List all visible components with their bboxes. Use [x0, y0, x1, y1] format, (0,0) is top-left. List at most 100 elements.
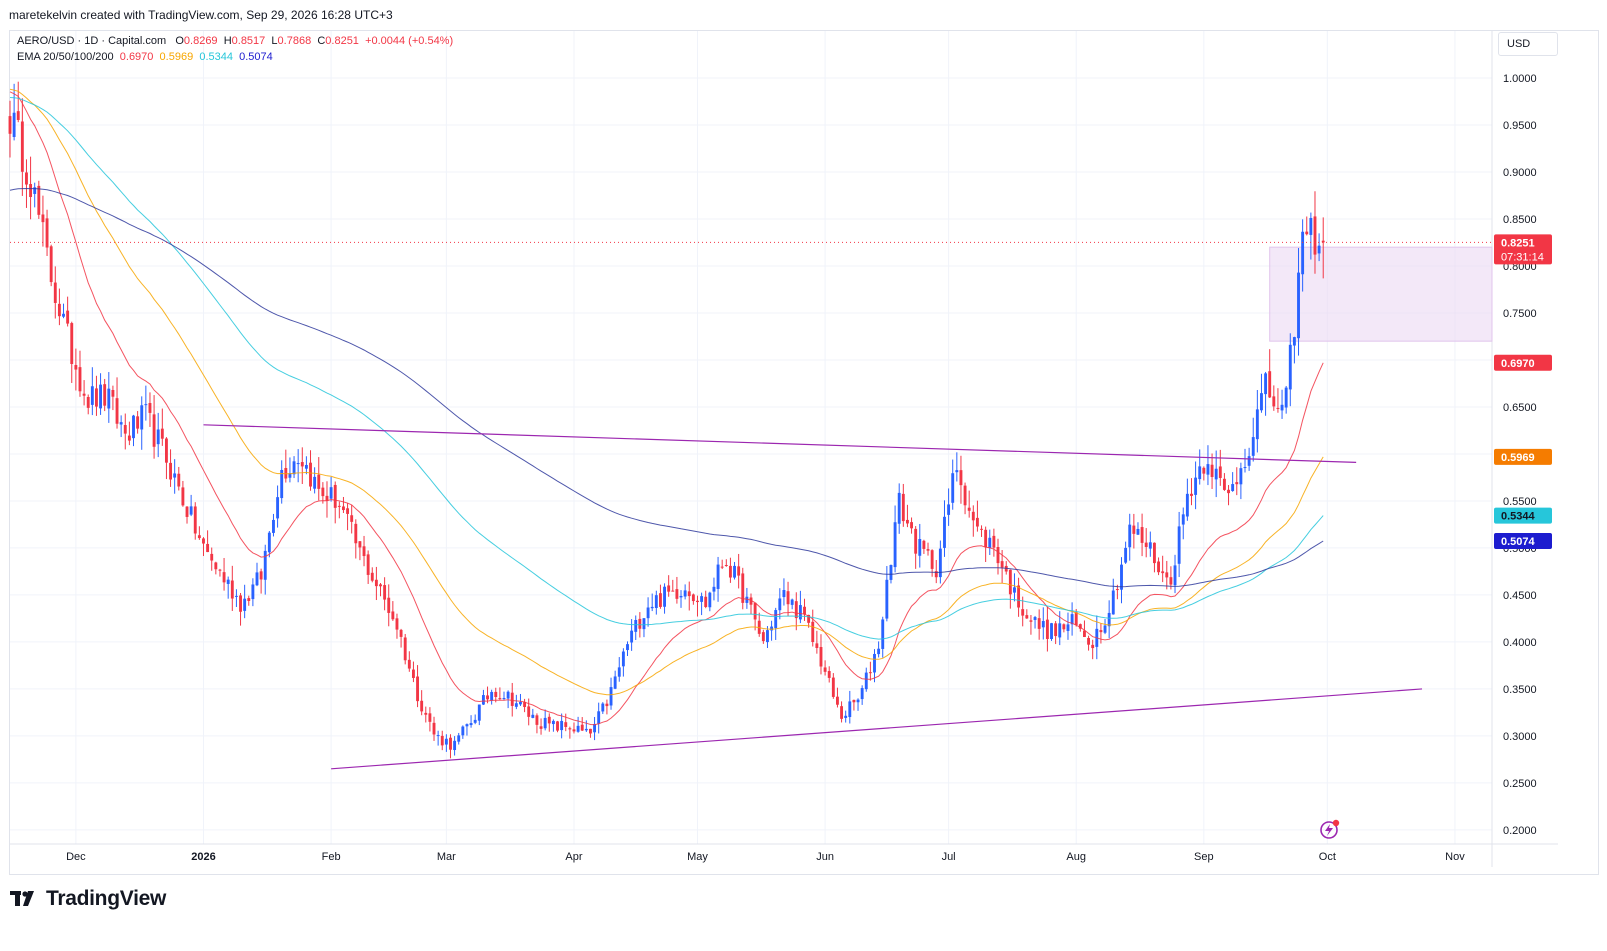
candle-body[interactable]	[844, 715, 848, 718]
candle-body[interactable]	[477, 704, 481, 721]
candle-body[interactable]	[403, 637, 407, 661]
candle-body[interactable]	[519, 701, 522, 705]
candle-body[interactable]	[193, 506, 197, 534]
candle-body[interactable]	[1206, 464, 1210, 475]
candle-body[interactable]	[239, 595, 242, 612]
candle-body[interactable]	[658, 593, 662, 607]
candle-body[interactable]	[831, 677, 835, 697]
candle-body[interactable]	[984, 529, 988, 548]
ema200-line[interactable]	[9, 187, 1324, 588]
candle-body[interactable]	[29, 184, 33, 198]
candle-body[interactable]	[362, 546, 366, 557]
candle-body[interactable]	[815, 643, 819, 649]
candle-body[interactable]	[379, 584, 382, 587]
symbol-label[interactable]: AERO/USD · 1D · Capital.com	[17, 35, 167, 47]
candle-body[interactable]	[864, 672, 868, 690]
candle-body[interactable]	[934, 571, 938, 578]
candle-body[interactable]	[197, 535, 201, 539]
candle-body[interactable]	[856, 699, 860, 703]
candle-body[interactable]	[1177, 526, 1181, 564]
candle-body[interactable]	[296, 463, 300, 465]
candle-body[interactable]	[86, 396, 90, 408]
candle-body[interactable]	[1152, 542, 1156, 564]
candle-body[interactable]	[1255, 409, 1259, 440]
candle-body[interactable]	[420, 700, 424, 712]
candle-body[interactable]	[304, 464, 308, 469]
candle-body[interactable]	[8, 116, 12, 134]
candle-body[interactable]	[181, 487, 185, 506]
candle-body[interactable]	[646, 607, 650, 619]
candle-body[interactable]	[354, 523, 358, 544]
candle-body[interactable]	[1173, 565, 1177, 586]
candle-body[interactable]	[786, 591, 790, 605]
candle-body[interactable]	[663, 586, 666, 607]
candle-body[interactable]	[321, 487, 325, 497]
candle-body[interactable]	[1025, 615, 1029, 619]
candle-body[interactable]	[1120, 564, 1123, 590]
candle-body[interactable]	[453, 740, 457, 751]
candle-body[interactable]	[1074, 612, 1078, 626]
candle-body[interactable]	[132, 415, 135, 439]
candle-body[interactable]	[1062, 624, 1066, 630]
candle-body[interactable]	[99, 384, 103, 409]
candle-body[interactable]	[53, 282, 57, 303]
candle-body[interactable]	[613, 676, 617, 689]
candle-body[interactable]	[461, 726, 465, 736]
support-trendline[interactable]	[331, 688, 1423, 770]
candle-body[interactable]	[33, 187, 37, 194]
candle-body[interactable]	[300, 462, 304, 467]
candle-body[interactable]	[889, 565, 893, 580]
candle-body[interactable]	[671, 590, 675, 592]
candle-body[interactable]	[1280, 404, 1284, 411]
candle-body[interactable]	[539, 726, 543, 729]
currency-button[interactable]: USD	[1498, 32, 1558, 56]
candle-body[interactable]	[1029, 620, 1033, 622]
candle-body[interactable]	[749, 597, 753, 605]
candle-body[interactable]	[1041, 621, 1045, 628]
candle-body[interactable]	[214, 562, 218, 570]
candle-body[interactable]	[704, 596, 708, 607]
candle-body[interactable]	[292, 461, 296, 475]
candle-body[interactable]	[1132, 525, 1136, 534]
candle-body[interactable]	[741, 573, 745, 603]
candle-body[interactable]	[605, 703, 609, 707]
candle-body[interactable]	[1185, 493, 1189, 517]
candle-body[interactable]	[280, 469, 284, 499]
candle-body[interactable]	[523, 702, 527, 708]
candle-body[interactable]	[169, 462, 172, 480]
candle-body[interactable]	[218, 569, 222, 571]
candle-body[interactable]	[465, 724, 469, 727]
candle-body[interactable]	[333, 484, 337, 508]
candle-body[interactable]	[560, 720, 564, 731]
candle-body[interactable]	[1194, 477, 1198, 495]
candle-body[interactable]	[1037, 618, 1041, 629]
candle-body[interactable]	[449, 737, 452, 750]
candle-body[interactable]	[440, 735, 444, 746]
candle-body[interactable]	[1017, 585, 1021, 608]
candle-body[interactable]	[774, 610, 778, 629]
candle-body[interactable]	[609, 687, 613, 706]
candle-body[interactable]	[115, 398, 119, 424]
candle-body[interactable]	[564, 722, 568, 727]
candle-body[interactable]	[272, 519, 275, 533]
candle-body[interactable]	[234, 595, 238, 597]
candle-body[interactable]	[1251, 437, 1255, 456]
candle-body[interactable]	[753, 602, 757, 620]
candle-body[interactable]	[1021, 609, 1025, 616]
candle-body[interactable]	[411, 669, 415, 678]
candle-body[interactable]	[807, 614, 811, 623]
candle-body[interactable]	[416, 676, 419, 702]
candle-body[interactable]	[74, 365, 78, 370]
ema100-line[interactable]	[9, 97, 1324, 640]
candle-body[interactable]	[45, 218, 49, 248]
candle-body[interactable]	[593, 723, 597, 733]
candle-body[interactable]	[251, 584, 255, 600]
candle-body[interactable]	[893, 522, 897, 568]
candle-body[interactable]	[905, 519, 909, 524]
highlight-zone[interactable]	[1269, 246, 1493, 342]
candle-body[interactable]	[716, 564, 720, 589]
candle-body[interactable]	[1140, 527, 1144, 543]
candle-body[interactable]	[1272, 396, 1276, 407]
candle-body[interactable]	[473, 719, 477, 723]
candle-body[interactable]	[836, 696, 839, 705]
